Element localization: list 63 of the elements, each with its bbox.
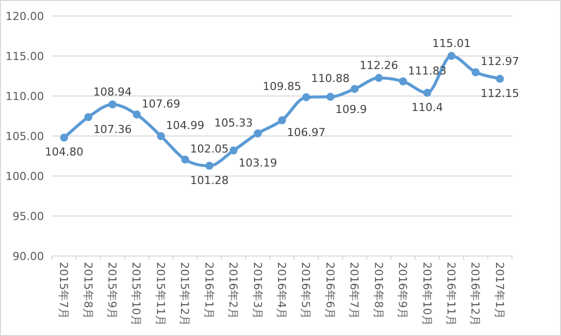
data-label: 106.97 (287, 126, 326, 140)
point (156, 132, 165, 140)
y-tick-label: 105.00 (6, 130, 44, 143)
x-tick-label: 2016年3月 (250, 262, 264, 319)
data-label: 108.94 (93, 85, 132, 98)
point (302, 93, 310, 102)
point (60, 134, 68, 142)
y-tick-label: 90.00 (12, 250, 44, 263)
point (84, 113, 92, 122)
data-label: 103.19 (238, 156, 278, 170)
data-label: 104.80 (44, 146, 84, 159)
x-tick-label: 2015年9月 (106, 262, 119, 319)
y-tick-label: 110.00 (6, 90, 44, 103)
x-tick-label: 2017年1月 (492, 262, 506, 319)
x-tick-label: 2016年1月 (202, 262, 216, 319)
x-tick-label: 2016年4月 (275, 262, 288, 319)
y-tick-label: 115.00 (6, 50, 44, 63)
x-tick-label: 2015年7月 (57, 262, 70, 319)
x-tick-label: 2016年8月 (372, 262, 385, 319)
x-tick-label: 2016年11月 (444, 262, 458, 326)
point (350, 84, 359, 93)
data-label: 102.05 (190, 142, 229, 156)
point (472, 68, 480, 76)
y-tick-label: 95.00 (12, 210, 44, 223)
x-tick-label: 2016年7月 (348, 262, 361, 319)
x-tick-label: 2015年8月 (81, 262, 94, 319)
data-label: 105.33 (214, 116, 253, 130)
point (374, 74, 383, 82)
x-tick-label: 2016年10月 (420, 262, 434, 326)
point (132, 110, 141, 118)
point (423, 88, 432, 97)
x-tick-label: 2016年9月 (396, 262, 410, 319)
point (181, 156, 190, 164)
point (447, 52, 456, 60)
point (254, 129, 262, 138)
data-label: 110.88 (311, 72, 350, 85)
y-tick-label: 120.00 (6, 10, 44, 23)
point (326, 92, 334, 101)
x-tick-label: 2016年12月 (468, 262, 482, 326)
x-tick-label: 2016年5月 (299, 262, 312, 319)
data-label: 110.4 (412, 100, 444, 114)
point (496, 74, 504, 83)
data-label: 112.15 (480, 86, 520, 100)
data-label: 109.9 (335, 102, 367, 116)
data-label: 115.01 (432, 36, 471, 50)
data-label: 107.69 (142, 97, 180, 110)
x-tick-label: 2015年12月 (178, 262, 192, 326)
x-tick-label: 2015年10月 (130, 262, 143, 326)
x-tick-label: 2015年11月 (154, 262, 167, 326)
data-label: 112.97 (480, 55, 520, 68)
x-tick-label: 2016年6月 (323, 262, 336, 319)
point (230, 146, 238, 154)
point (278, 116, 286, 124)
point (205, 162, 214, 170)
point (108, 100, 117, 108)
y-tick-label: 100.00 (6, 170, 44, 183)
data-label: 104.99 (166, 119, 204, 132)
data-label: 101.28 (190, 174, 229, 187)
point (399, 77, 408, 86)
x-tick-label: 2016年2月 (226, 262, 240, 319)
data-label: 112.26 (360, 58, 398, 72)
data-label: 109.85 (262, 80, 302, 94)
data-label: 107.36 (93, 123, 132, 136)
